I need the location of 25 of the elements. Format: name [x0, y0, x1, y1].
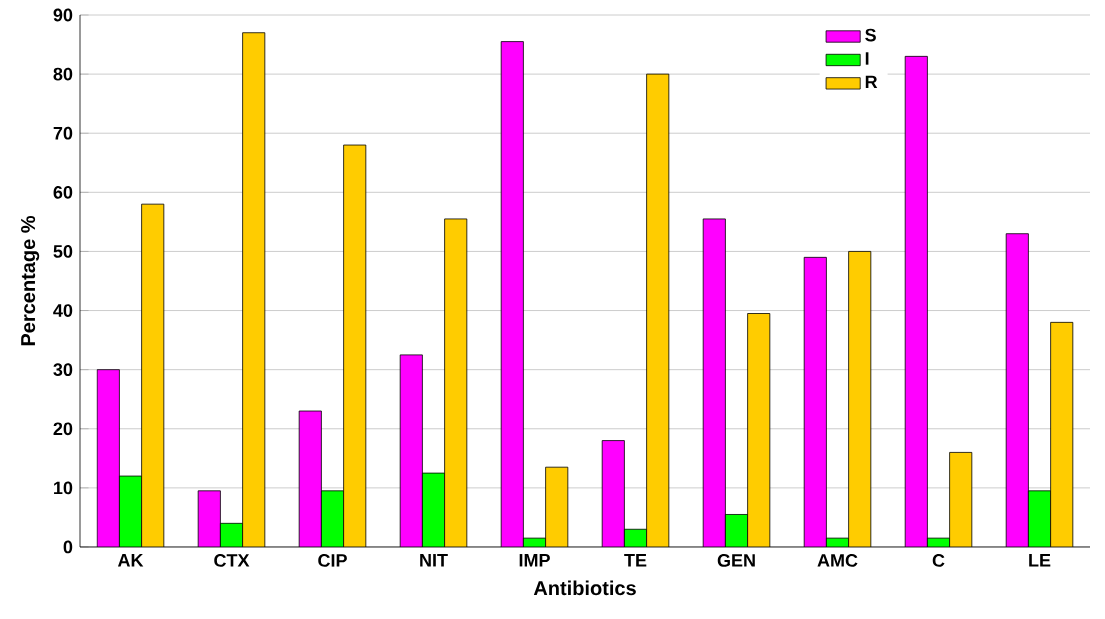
x-tick-label: IMP [519, 554, 550, 567]
y-tick-label: 60 [53, 185, 73, 199]
x-tick-label: AMC [817, 554, 858, 567]
x-tick-label: AK [117, 554, 144, 567]
y-tick-label: 10 [54, 481, 73, 495]
y-tick-label: 70 [53, 126, 73, 140]
legend-label: R [865, 75, 878, 89]
x-tick-label: TE [624, 554, 647, 567]
y-axis-title: Percentage % [21, 215, 40, 346]
legend-label: I [865, 52, 869, 65]
x-tick-label: NIT [420, 554, 448, 567]
x-tick-label: C [932, 554, 945, 567]
y-tick-label: 20 [53, 422, 73, 436]
y-tick-label: 30 [53, 363, 73, 377]
x-axis-title: Antibiotics [533, 580, 636, 596]
x-tick-label: LE [1029, 554, 1051, 567]
x-tick-label: CTX [214, 554, 250, 567]
x-tick-label: CIP [318, 554, 347, 567]
y-tick-label: 80 [53, 67, 73, 81]
y-tick-label: 90 [53, 8, 73, 22]
legend-label: S [865, 28, 876, 42]
y-tick-label: 50 [53, 245, 73, 258]
y-tick-label: 40 [53, 304, 73, 317]
y-tick-label: 0 [63, 540, 73, 554]
x-tick-label: GEN [717, 554, 755, 567]
